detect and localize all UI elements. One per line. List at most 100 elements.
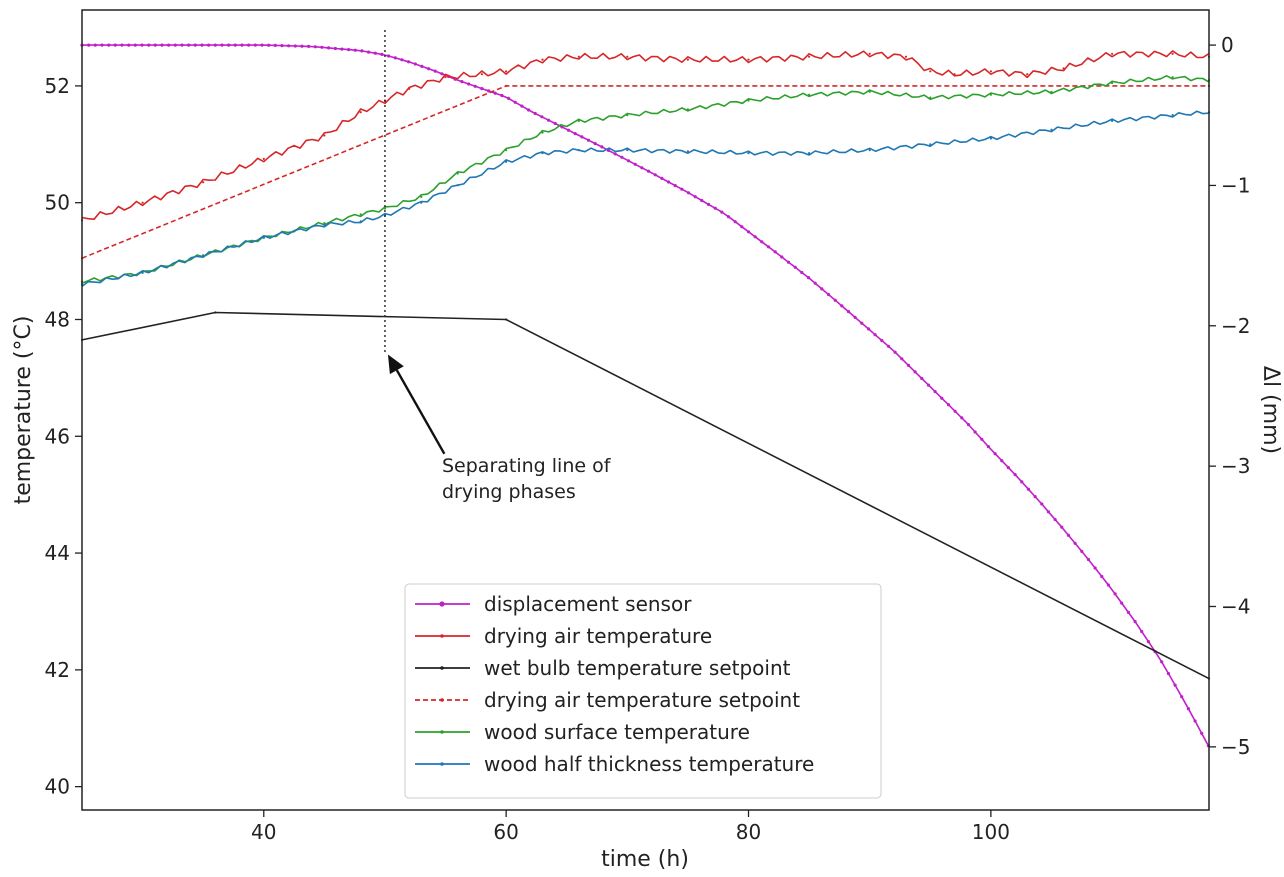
data-point bbox=[107, 43, 111, 47]
y-left-tick-label: 52 bbox=[45, 74, 70, 98]
data-point bbox=[1200, 731, 1204, 736]
data-point bbox=[1046, 510, 1050, 514]
series-line bbox=[81, 311, 1210, 680]
data-point bbox=[320, 45, 324, 49]
data-point bbox=[456, 172, 459, 175]
data-point bbox=[427, 67, 431, 71]
data-point bbox=[904, 55, 908, 58]
y-right-tick-label: −2 bbox=[1221, 314, 1250, 338]
data-point bbox=[980, 437, 984, 441]
data-point bbox=[273, 43, 277, 48]
data-point bbox=[327, 46, 331, 50]
data-point bbox=[966, 423, 971, 427]
data-point bbox=[613, 152, 617, 156]
data-point bbox=[207, 43, 211, 47]
data-point bbox=[505, 318, 508, 321]
data-point bbox=[747, 99, 750, 102]
data-point bbox=[507, 96, 511, 100]
data-point bbox=[1026, 73, 1029, 76]
legend-box bbox=[404, 583, 882, 799]
data-point bbox=[340, 47, 344, 51]
data-point bbox=[202, 254, 205, 257]
data-point bbox=[1093, 566, 1097, 570]
data-point bbox=[746, 230, 751, 234]
data-point bbox=[505, 84, 508, 87]
data-point bbox=[786, 260, 791, 264]
data-point bbox=[793, 265, 797, 269]
annotation-arrow-head bbox=[387, 354, 404, 375]
data-point bbox=[541, 58, 544, 61]
y-left-tick-label: 48 bbox=[45, 307, 70, 331]
data-point bbox=[553, 121, 557, 126]
data-point bbox=[413, 62, 417, 66]
data-point bbox=[360, 49, 364, 53]
data-point bbox=[686, 150, 690, 153]
data-point bbox=[167, 43, 171, 47]
data-point bbox=[873, 333, 877, 337]
data-point bbox=[456, 184, 459, 187]
data-point bbox=[227, 43, 231, 47]
legend-label: displacement sensor bbox=[484, 592, 692, 616]
legend-label: wet bulb temperature setpoint bbox=[484, 656, 791, 680]
data-point bbox=[300, 44, 304, 48]
data-point bbox=[740, 225, 744, 229]
data-point bbox=[520, 104, 524, 108]
y-right-tick-label: −1 bbox=[1221, 173, 1250, 197]
data-point bbox=[813, 281, 817, 285]
y-left-tick-label: 44 bbox=[45, 541, 70, 565]
data-point bbox=[926, 383, 931, 387]
data-point bbox=[383, 207, 387, 210]
data-point bbox=[600, 145, 604, 149]
legend-marker bbox=[439, 601, 445, 607]
legend-marker bbox=[440, 666, 444, 670]
data-point bbox=[929, 143, 932, 146]
data-point bbox=[989, 93, 993, 96]
annotation-text-line-1: Separating line of bbox=[442, 455, 612, 477]
data-point bbox=[1111, 81, 1114, 85]
data-point bbox=[487, 89, 491, 93]
data-point bbox=[505, 149, 508, 152]
series-layer bbox=[80, 43, 1211, 748]
data-point bbox=[626, 159, 631, 163]
data-point bbox=[800, 270, 804, 275]
data-point bbox=[760, 240, 764, 244]
data-point bbox=[387, 54, 391, 58]
data-point bbox=[660, 176, 664, 180]
data-point bbox=[1040, 502, 1044, 506]
data-point bbox=[626, 55, 629, 58]
series-line bbox=[81, 75, 1210, 284]
data-point bbox=[846, 310, 851, 314]
data-point bbox=[1160, 660, 1164, 664]
data-point bbox=[433, 69, 437, 73]
data-point bbox=[1006, 466, 1011, 470]
data-point bbox=[893, 350, 897, 354]
legend-item: drying air temperature setpoint bbox=[415, 688, 800, 712]
data-point bbox=[826, 292, 831, 297]
data-point bbox=[287, 44, 291, 48]
data-point bbox=[1062, 67, 1065, 70]
legend-marker bbox=[440, 634, 444, 638]
data-point bbox=[323, 134, 326, 137]
x-axis-title: time (h) bbox=[601, 847, 689, 872]
data-point bbox=[773, 250, 777, 254]
data-point bbox=[153, 43, 157, 47]
data-point bbox=[780, 255, 784, 259]
data-point bbox=[140, 43, 144, 47]
data-point bbox=[860, 321, 864, 325]
annotation-text-line-2: drying phases bbox=[442, 481, 576, 503]
legend-marker bbox=[440, 762, 444, 766]
data-point bbox=[989, 70, 993, 73]
data-point bbox=[480, 87, 484, 91]
data-point bbox=[726, 215, 731, 219]
data-point bbox=[753, 235, 757, 239]
data-point bbox=[93, 43, 97, 47]
data-point bbox=[1180, 695, 1184, 699]
data-point bbox=[420, 195, 423, 198]
data-point bbox=[900, 357, 904, 361]
data-point bbox=[260, 43, 264, 47]
data-point bbox=[580, 135, 584, 139]
data-point bbox=[262, 157, 265, 160]
data-point bbox=[1171, 114, 1174, 117]
data-point bbox=[533, 111, 537, 116]
